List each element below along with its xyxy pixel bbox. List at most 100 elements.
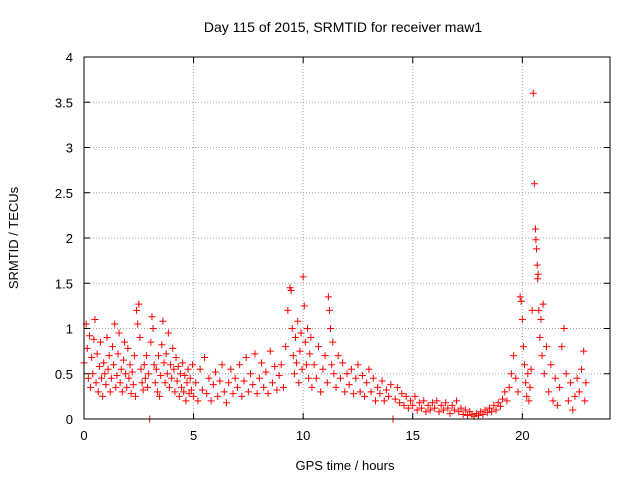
data-point xyxy=(106,388,114,396)
data-point xyxy=(152,365,160,373)
data-point xyxy=(501,388,509,396)
data-point xyxy=(175,392,183,400)
data-point xyxy=(336,374,344,382)
data-point xyxy=(393,383,401,391)
data-point xyxy=(227,365,235,373)
data-point xyxy=(108,343,116,351)
data-point xyxy=(129,381,137,389)
data-point xyxy=(536,334,544,342)
data-point xyxy=(275,372,283,380)
data-point xyxy=(176,370,184,378)
data-point xyxy=(485,404,493,412)
data-point xyxy=(415,399,423,407)
data-point xyxy=(459,410,467,418)
data-point xyxy=(418,404,426,412)
data-point xyxy=(308,383,316,391)
x-tick-label: 20 xyxy=(515,428,529,443)
data-point xyxy=(260,383,268,391)
data-point xyxy=(321,352,329,360)
x-tick-label: 15 xyxy=(406,428,420,443)
data-point xyxy=(354,361,362,369)
data-point xyxy=(167,361,175,369)
data-point xyxy=(88,353,96,361)
data-point xyxy=(114,350,122,358)
data-point xyxy=(139,386,147,394)
data-point xyxy=(488,408,496,416)
data-point xyxy=(503,397,511,405)
data-point xyxy=(540,370,548,378)
x-tick-label: 10 xyxy=(296,428,310,443)
data-point xyxy=(298,365,306,373)
data-point xyxy=(330,370,338,378)
data-point xyxy=(225,379,233,387)
data-point xyxy=(258,359,266,367)
data-point xyxy=(93,350,101,358)
data-points xyxy=(80,89,590,423)
data-point xyxy=(268,379,276,387)
data-point xyxy=(499,395,507,403)
data-point xyxy=(475,411,482,419)
data-point xyxy=(290,370,298,378)
data-point xyxy=(461,406,469,414)
data-point xyxy=(99,392,107,400)
data-point xyxy=(222,399,230,407)
data-point xyxy=(522,379,530,387)
data-point xyxy=(575,388,583,396)
data-point xyxy=(287,286,295,294)
data-point xyxy=(102,381,110,389)
data-point xyxy=(376,390,384,398)
data-point xyxy=(87,383,95,391)
data-point xyxy=(160,359,168,367)
data-point xyxy=(339,359,347,367)
data-point xyxy=(233,383,241,391)
data-point xyxy=(525,397,533,405)
data-point xyxy=(216,377,224,385)
data-point xyxy=(201,353,209,361)
data-point xyxy=(127,390,135,398)
data-point xyxy=(512,374,520,382)
data-point xyxy=(121,338,129,346)
data-point xyxy=(231,374,239,382)
data-point xyxy=(198,386,206,394)
data-point xyxy=(255,374,263,382)
data-point xyxy=(163,370,171,378)
data-point xyxy=(431,404,439,412)
data-point xyxy=(411,392,419,400)
data-point xyxy=(334,352,342,360)
data-point xyxy=(205,374,213,382)
data-point xyxy=(171,388,179,396)
data-point xyxy=(306,350,314,358)
data-point xyxy=(490,401,498,409)
data-point xyxy=(324,293,332,301)
y-tick-label: 4 xyxy=(66,50,73,65)
data-point xyxy=(118,388,126,396)
data-point xyxy=(532,236,540,244)
y-axis-label: SRMTID / TECUs xyxy=(6,186,21,289)
data-point xyxy=(170,365,178,373)
data-point xyxy=(439,406,447,414)
data-point xyxy=(187,386,195,394)
data-point xyxy=(178,383,186,391)
data-point xyxy=(317,388,325,396)
data-point xyxy=(556,383,564,391)
data-point xyxy=(442,399,450,407)
data-point xyxy=(282,343,290,351)
data-point xyxy=(350,390,358,398)
data-point xyxy=(527,365,535,373)
data-point xyxy=(533,245,541,253)
data-point xyxy=(229,390,237,398)
data-point xyxy=(190,392,198,400)
data-point xyxy=(396,399,404,407)
x-tick-label: 5 xyxy=(190,428,197,443)
data-point xyxy=(140,361,148,369)
data-point xyxy=(253,390,261,398)
y-tick-label: 3.5 xyxy=(55,95,73,110)
data-point xyxy=(141,374,149,382)
data-point xyxy=(125,374,133,382)
data-point xyxy=(560,325,568,332)
data-point xyxy=(361,392,369,400)
data-point xyxy=(117,365,125,373)
data-point xyxy=(183,379,191,387)
data-point xyxy=(363,379,371,387)
y-tick-label: 2.5 xyxy=(55,186,73,201)
